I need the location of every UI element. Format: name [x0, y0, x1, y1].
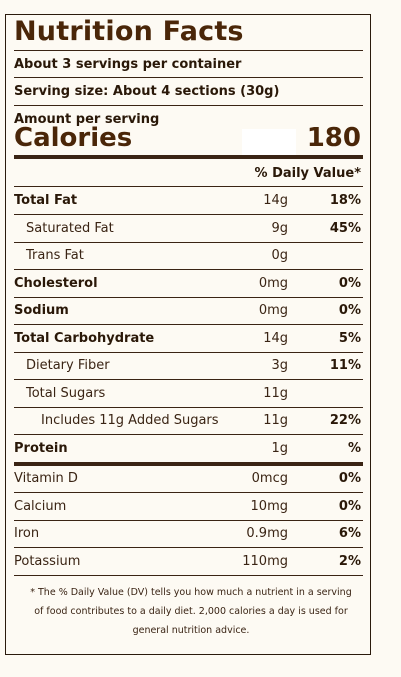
- nutrient-daily-value: 5%: [338, 331, 361, 346]
- vitamin-daily-value: 6%: [338, 526, 361, 541]
- vitamin-row-vitamin-d: Vitamin D 0mcg 0%: [14, 465, 363, 493]
- nutrient-amount: 11g: [263, 386, 288, 401]
- nutrient-name: Protein: [14, 441, 68, 456]
- nutrient-name: Cholesterol: [14, 276, 98, 291]
- nutrition-facts-label: Nutrition Facts About 3 servings per con…: [5, 14, 371, 655]
- nutrient-daily-value: 18%: [329, 193, 361, 208]
- nutrient-daily-value: 0%: [338, 303, 361, 318]
- nutrient-amount: 0mg: [258, 276, 288, 291]
- nutrient-row-total-fat: Total Fat 14g 18%: [14, 187, 363, 215]
- nutrient-amount: 0g: [271, 248, 288, 263]
- nutrient-amount: 1g: [271, 441, 288, 456]
- vitamin-row-iron: Iron 0.9mg 6%: [14, 520, 363, 548]
- nutrient-row-trans-fat: Trans Fat 0g: [14, 242, 363, 270]
- nutrient-row-saturated-fat: Saturated Fat 9g 45%: [14, 215, 363, 243]
- nutrient-daily-value: 22%: [329, 413, 361, 428]
- divider: [14, 186, 363, 187]
- calories-label: Calories: [14, 123, 133, 153]
- vitamin-name: Vitamin D: [14, 471, 78, 486]
- vitamin-amount: 10mg: [250, 499, 288, 514]
- vitamin-daily-value: 0%: [338, 499, 361, 514]
- nutrient-amount: 0mg: [258, 303, 288, 318]
- nutrient-amount: 3g: [271, 358, 288, 373]
- vitamin-row-calcium: Calcium 10mg 0%: [14, 493, 363, 521]
- vitamin-name: Potassium: [14, 554, 81, 569]
- daily-value-footnote: * The % Daily Value (DV) tells you how m…: [30, 587, 352, 636]
- vitamin-daily-value: 0%: [338, 471, 361, 486]
- thick-divider: [14, 155, 363, 159]
- calories-value: 180: [306, 123, 361, 153]
- nutrient-amount: 14g: [263, 193, 288, 208]
- nutrient-row-sodium: Sodium 0mg 0%: [14, 297, 363, 325]
- vitamin-name: Iron: [14, 526, 40, 541]
- divider: [14, 77, 363, 78]
- serving-size: Serving size: About 4 sections (30g): [14, 84, 280, 99]
- divider: [14, 105, 363, 106]
- nutrient-amount: 14g: [263, 331, 288, 346]
- vitamin-daily-value: 2%: [338, 554, 361, 569]
- thick-divider: [14, 462, 363, 466]
- nutrient-row-cholesterol: Cholesterol 0mg 0%: [14, 270, 363, 298]
- nutrient-name: Total Fat: [14, 193, 78, 208]
- servings-per-container: About 3 servings per container: [14, 57, 242, 72]
- vitamin-name: Calcium: [14, 499, 67, 514]
- nutrient-row-added-sugars: Includes 11g Added Sugars 11g 22%: [14, 407, 363, 435]
- vitamin-amount: 0.9mg: [246, 526, 288, 541]
- nutrient-row-total-sugars: Total Sugars 11g: [14, 380, 363, 408]
- calories-highlight-box: [242, 129, 296, 156]
- label-title: Nutrition Facts: [14, 16, 244, 47]
- vitamin-amount: 0mcg: [251, 471, 288, 486]
- vitamin-amount: 110mg: [242, 554, 288, 569]
- nutrient-name: Includes 11g Added Sugars: [41, 413, 219, 428]
- nutrient-name: Total Carbohydrate: [14, 331, 155, 346]
- nutrient-daily-value: 0%: [338, 276, 361, 291]
- nutrient-amount: 11g: [263, 413, 288, 428]
- nutrient-name: Saturated Fat: [26, 221, 114, 236]
- daily-value-header: % Daily Value*: [254, 166, 361, 181]
- nutrient-row-dietary-fiber: Dietary Fiber 3g 11%: [14, 352, 363, 380]
- amount-per-serving: Amount per serving: [14, 112, 160, 127]
- nutrient-name: Total Sugars: [26, 386, 106, 401]
- nutrient-name: Trans Fat: [26, 248, 84, 263]
- nutrient-name: Dietary Fiber: [26, 358, 110, 373]
- nutrient-daily-value: 45%: [329, 221, 361, 236]
- nutrient-daily-value: %: [347, 441, 361, 456]
- nutrient-amount: 9g: [271, 221, 288, 236]
- vitamin-row-potassium: Potassium 110mg 2%: [14, 548, 363, 576]
- nutrient-row-protein: Protein 1g %: [14, 435, 363, 462]
- nutrient-row-total-carbohydrate: Total Carbohydrate 14g 5%: [14, 325, 363, 353]
- divider: [14, 50, 363, 51]
- nutrient-name: Sodium: [14, 303, 69, 318]
- nutrient-daily-value: 11%: [329, 358, 361, 373]
